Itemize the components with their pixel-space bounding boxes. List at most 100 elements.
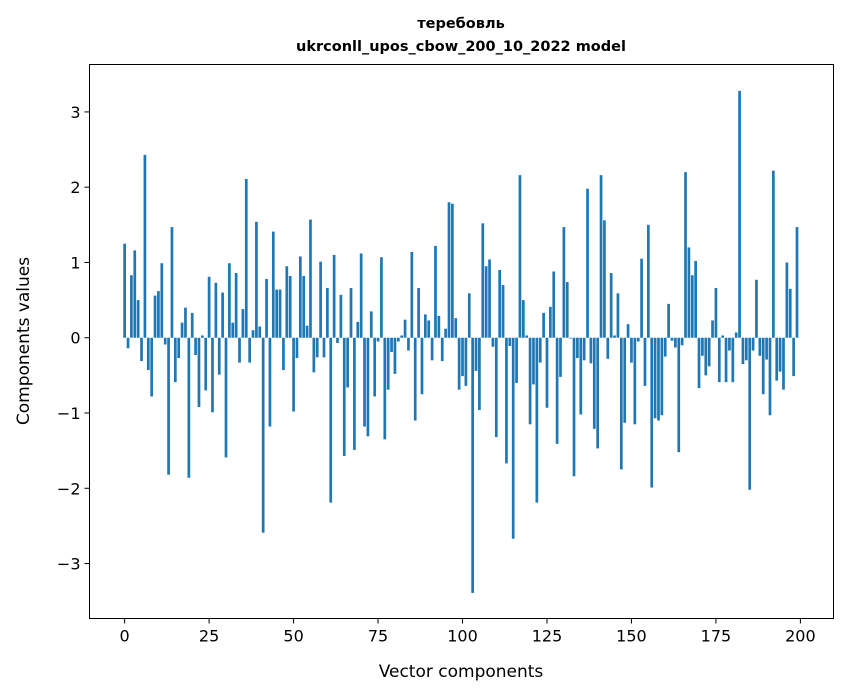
bar-component-131 (565, 282, 569, 338)
bar-component-50 (292, 337, 295, 412)
bar-component-3 (133, 250, 137, 338)
bar-component-174 (711, 320, 714, 338)
bar-component-152 (636, 337, 640, 342)
bar-component-119 (525, 335, 529, 338)
x-axis-label: Vector components (379, 662, 544, 682)
bar-component-188 (758, 337, 762, 356)
bar-component-183 (741, 337, 745, 365)
bar-component-99 (457, 337, 461, 390)
bar-component-9 (153, 295, 157, 338)
bar-component-184 (744, 337, 748, 361)
bar-component-162 (670, 337, 674, 341)
bar-component-109 (491, 337, 495, 347)
bar-component-101 (464, 337, 468, 386)
bar-component-199 (795, 227, 799, 338)
bar-component-79 (390, 337, 393, 353)
bar-component-36 (244, 178, 248, 338)
bar-component-16 (177, 337, 181, 359)
bar-component-80 (393, 337, 397, 374)
bar-component-142 (603, 220, 606, 338)
x-tick-label: 25 (199, 627, 219, 646)
bar-component-20 (190, 312, 194, 338)
bar-component-19 (187, 337, 191, 478)
bar-component-30 (224, 337, 228, 458)
bar-component-194 (778, 337, 782, 372)
bar-component-153 (640, 258, 643, 338)
bar-component-17 (180, 322, 184, 338)
chart-title-line2: ukrconll_upos_cbow_200_10_2022 model (296, 39, 626, 55)
bar-component-21 (194, 337, 197, 356)
bar-component-87 (417, 288, 420, 338)
bar-component-39 (255, 221, 258, 338)
bar-component-83 (403, 319, 407, 338)
bar-component-110 (494, 337, 498, 438)
bar-component-115 (511, 337, 515, 539)
bar-component-22 (197, 337, 201, 407)
bar-component-69 (356, 321, 360, 338)
bar-component-191 (768, 337, 772, 416)
plot-frame (89, 64, 834, 619)
bar-component-168 (690, 275, 694, 338)
bar-component-170 (697, 337, 701, 389)
bar-component-138 (589, 337, 593, 364)
bar-component-62 (332, 254, 336, 338)
bar-component-155 (646, 224, 650, 338)
bar-component-2 (130, 275, 133, 338)
bar-component-149 (626, 324, 630, 338)
bar-component-178 (724, 337, 728, 383)
bar-component-42 (265, 279, 268, 338)
bar-component-176 (717, 337, 721, 383)
bar-component-38 (251, 330, 255, 338)
bar-component-67 (349, 288, 353, 338)
bar-component-68 (353, 337, 356, 450)
bar-component-137 (586, 188, 589, 338)
chart-title-line1: теребовль (417, 16, 505, 32)
bar-component-51 (295, 337, 299, 359)
y-tick-label: 2 (70, 178, 80, 197)
bar-component-179 (728, 337, 731, 351)
bar-component-52 (298, 256, 302, 338)
bar-component-108 (488, 259, 491, 338)
bar-component-46 (278, 289, 282, 338)
bar-component-98 (454, 318, 458, 338)
bar-component-180 (731, 337, 735, 383)
bar-component-121 (532, 337, 535, 385)
bar-component-74 (373, 337, 377, 397)
bar-component-81 (396, 337, 400, 342)
x-tick-label: 75 (368, 627, 388, 646)
bar-component-135 (579, 337, 583, 415)
bar-component-93 (437, 315, 441, 338)
bar-component-102 (467, 293, 471, 338)
bar-component-112 (501, 285, 505, 338)
bar-component-35 (241, 309, 245, 338)
bar-component-128 (555, 337, 559, 444)
bar-component-118 (521, 300, 525, 338)
bar-component-123 (538, 337, 542, 363)
bar-component-23 (200, 335, 204, 338)
bar-component-166 (684, 172, 687, 338)
bar-component-150 (630, 337, 633, 363)
bar-component-145 (613, 335, 616, 338)
x-tick-label: 50 (283, 627, 303, 646)
bar-component-91 (430, 337, 434, 361)
bar-component-186 (751, 337, 755, 351)
bar-component-48 (285, 266, 289, 338)
bar-component-7 (146, 337, 150, 371)
bar-component-34 (238, 337, 241, 363)
bar-component-175 (714, 288, 718, 338)
bar-component-6 (143, 154, 147, 338)
bar-component-40 (258, 326, 262, 338)
y-tick-label: 3 (70, 103, 80, 122)
bar-component-103 (471, 337, 475, 593)
y-axis-ticks: −3 −2 −1 0 1 2 3 (57, 103, 90, 574)
bar-component-196 (785, 262, 789, 338)
bar-component-18 (184, 307, 187, 338)
bar-component-169 (694, 260, 697, 338)
x-tick-label: 0 (120, 627, 130, 646)
bar-component-132 (569, 337, 572, 339)
bar-component-189 (761, 337, 765, 395)
bar-component-85 (410, 251, 414, 338)
bar-component-143 (606, 337, 610, 359)
bar-component-76 (380, 257, 383, 338)
